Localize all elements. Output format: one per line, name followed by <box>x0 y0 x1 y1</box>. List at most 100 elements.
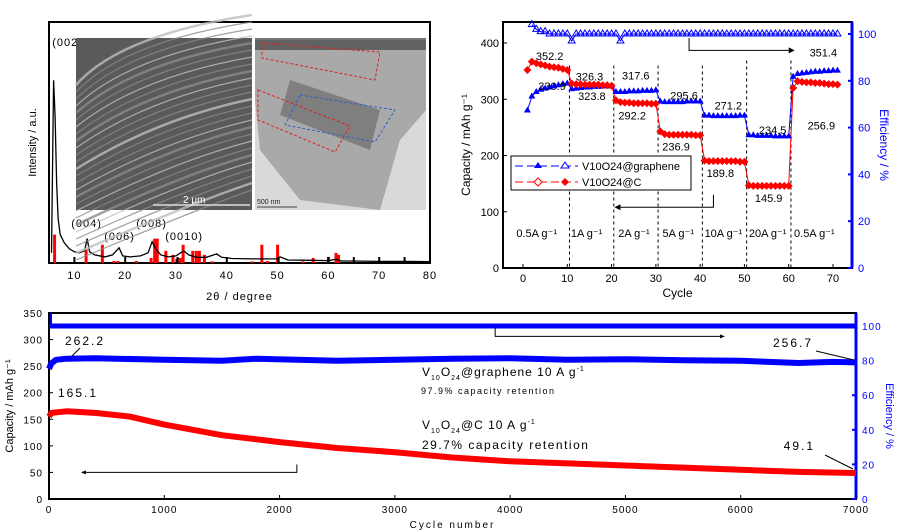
callout-line <box>824 454 854 470</box>
tem-red-box <box>261 42 381 81</box>
graphene-efficiency-point <box>771 29 780 37</box>
graphene-efficiency-point <box>766 29 776 37</box>
xrd-x-tick-label: 10 <box>67 270 81 282</box>
rate-current-label: 5A g⁻¹ <box>663 228 695 240</box>
xrd-peak-label: (002) <box>52 37 83 49</box>
rate-data-label: 292.2 <box>618 111 646 123</box>
cycling-x-tick-label: 1000 <box>151 505 177 516</box>
carbon-capacity-point <box>674 130 682 139</box>
graphene-capacity-point <box>736 111 744 118</box>
carbon-capacity-point <box>629 99 638 108</box>
rate-current-label: 20A g⁻¹ <box>749 228 787 240</box>
cycling-y-tick-label: 350 <box>23 309 43 320</box>
graphene-efficiency-point <box>713 29 723 37</box>
sem-texture-ridge <box>75 161 253 233</box>
cycling-y2-tick-label: 60 <box>862 391 875 402</box>
graphene-efficiency-point <box>735 29 745 37</box>
rate-chart: 0 10 20 30 40 50 60 70 0 100 200 300 400 0 20 40 60 80 100… <box>459 19 891 300</box>
carbon-capacity-point <box>607 81 616 90</box>
cycling-y-tick-label: 200 <box>23 389 43 400</box>
rate-x-tick-label: 30 <box>650 273 662 285</box>
graphene-efficiency-point <box>567 36 577 44</box>
graphene-capacity-point <box>639 86 647 93</box>
cycling-x-tick-label: 4000 <box>497 505 523 516</box>
graphene-efficiency-point <box>593 29 603 37</box>
graphene-retention-label: 97.9% capacity retention <box>421 386 556 396</box>
graphene-efficiency-point <box>571 29 581 37</box>
sem-texture-ridge <box>75 77 253 149</box>
carbon-capacity-point <box>563 66 572 74</box>
arrowhead-icon <box>614 204 621 211</box>
legend-filled-triangle-icon <box>534 162 542 168</box>
xrd-reference-line-red <box>202 254 206 263</box>
xrd-peak-label: (0010) <box>165 231 203 243</box>
rate-y2-tick-label: 0 <box>858 263 864 275</box>
legend-carbon-label: V10O24@C <box>582 177 642 189</box>
xrd-reference-line-red <box>164 250 168 263</box>
rate-data-label: 234.5 <box>759 125 787 137</box>
rate-y-tick-label: 0 <box>493 263 499 275</box>
callout-line <box>71 347 81 357</box>
xrd-reference-line-red <box>334 252 338 263</box>
rate-y2-axis-label: Efficiency / % <box>877 109 891 181</box>
carbon-capacity-point <box>598 81 607 90</box>
graphene-capacity-point <box>528 92 536 99</box>
graphene-capacity-point <box>625 87 633 94</box>
graphene-capacity-point <box>696 97 704 104</box>
sem-texture-ridge <box>75 181 253 255</box>
cycling-y2-tick-label: 20 <box>862 460 875 471</box>
sem-texture-ridge <box>75 175 253 247</box>
graphene-efficiency-point <box>828 29 838 37</box>
sem-texture-ridge <box>75 119 253 191</box>
xrd-plot-frame <box>48 21 431 264</box>
graphene-efficiency-point <box>686 29 696 37</box>
graphene-capacity-point <box>745 131 753 138</box>
carbon-capacity-point <box>572 80 581 89</box>
tem-red-box <box>257 89 351 153</box>
rate-y-axis-label: Capacity / mAh g⁻¹ <box>459 94 473 196</box>
graphene-capacity-point <box>758 131 766 138</box>
graphene-efficiency-point <box>824 29 833 37</box>
graphene-efficiency-point <box>642 29 652 37</box>
graphene-capacity-point <box>785 132 793 139</box>
graphene-efficiency-point <box>669 29 678 37</box>
graphene-efficiency-point <box>779 29 789 37</box>
sem-texture-ridge <box>75 69 253 143</box>
graphene-efficiency-point <box>682 29 692 37</box>
carbon-capacity-point <box>620 98 629 107</box>
rate-data-label: 323.8 <box>578 91 606 103</box>
graphene-efficiency-point <box>700 29 709 37</box>
graphene-efficiency-point <box>748 29 758 37</box>
graphene-capacity-point <box>727 112 735 119</box>
xrd-reference-line-black <box>352 257 355 263</box>
carbon-capacity-point <box>753 181 762 190</box>
xrd-x-tick-label: 50 <box>270 270 284 282</box>
sem-texture-ridge <box>75 41 253 114</box>
graphene-efficiency-point <box>775 29 785 37</box>
graphene-capacity-point <box>643 86 651 93</box>
graphene-capacity-point <box>718 112 726 119</box>
graphene-efficiency-point <box>576 29 585 37</box>
graphene-efficiency-point <box>691 29 701 37</box>
carbon-capacity-point <box>651 99 660 108</box>
xrd-reference-line-red <box>181 244 185 263</box>
carbon-capacity-point <box>762 181 771 190</box>
graphene-capacity-point <box>789 72 797 79</box>
graphene-efficiency-point <box>815 29 825 37</box>
tem-inset-image: 500 nm <box>255 38 426 210</box>
xrd-peak-label: (008) <box>136 218 167 230</box>
carbon-retention-label: 29.7% capacity retention <box>422 438 589 452</box>
graphene-capacity-point <box>767 131 775 138</box>
cycling-y-tick-label: 300 <box>23 336 43 347</box>
rate-x-tick-label: 60 <box>783 273 795 285</box>
rate-data-label: 271.2 <box>715 100 743 112</box>
sem-texture-ridge <box>75 21 253 93</box>
carbon-capacity-point <box>775 181 784 190</box>
legend-filled-diamond-icon <box>561 178 569 186</box>
callout-line <box>815 350 855 361</box>
cycling-y-tick-label: 250 <box>23 362 43 373</box>
rate-y-tick-label: 300 <box>481 94 499 106</box>
graphene-efficiency-point <box>647 29 656 37</box>
sem-texture-ridge <box>75 56 253 128</box>
